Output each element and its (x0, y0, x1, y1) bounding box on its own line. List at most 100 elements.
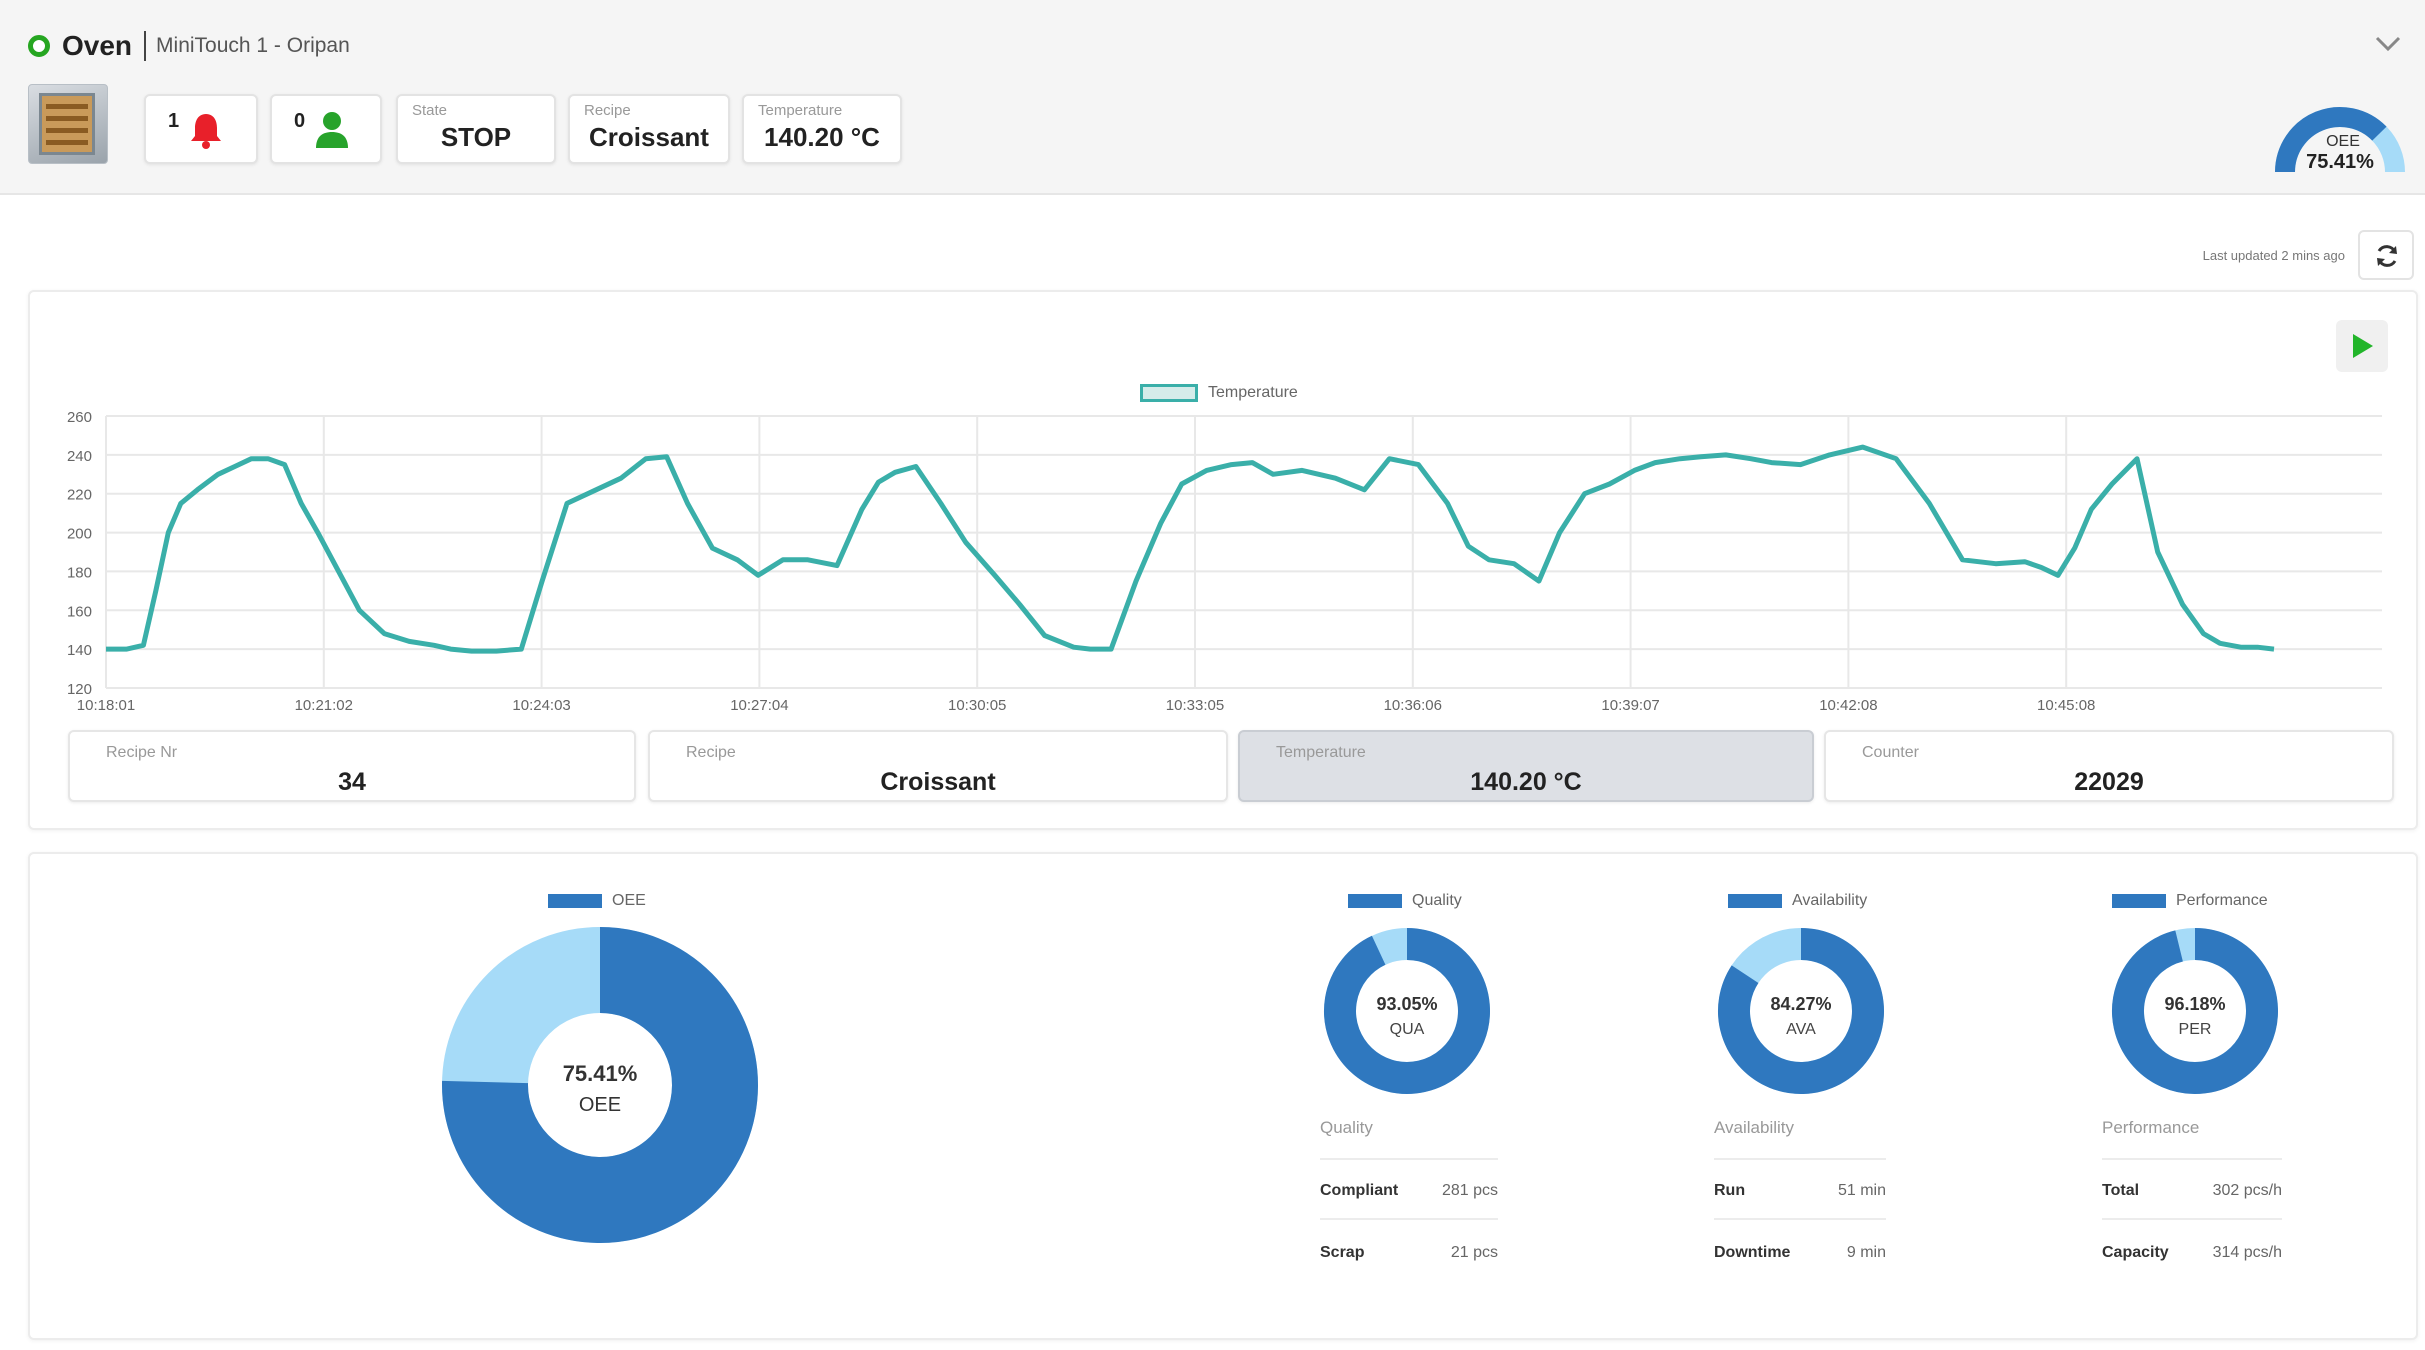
x-tick-label: 10:39:07 (1601, 697, 1659, 714)
chevron-down-icon[interactable] (2373, 28, 2403, 58)
availability-donut-value: 84.27% (1770, 994, 1831, 1014)
oee-donut-value: 75.41% (563, 1061, 638, 1086)
oee-gauge-label: OEE (2326, 133, 2360, 150)
quality-compliant-value: 281 pcs (1441, 1182, 1498, 1199)
y-tick-label: 160 (67, 603, 92, 620)
performance-total-value: 302 pcs/h (2212, 1182, 2282, 1199)
recipe-card: Recipe Croissant (568, 94, 730, 164)
oee-gauge-value: 75.41% (2306, 151, 2374, 173)
availability-downtime-label: Downtime (1714, 1244, 1791, 1261)
y-tick-label: 220 (67, 487, 92, 504)
legend-swatch (1140, 384, 1198, 402)
counter-info-label: Counter (1862, 744, 1919, 761)
recipe-nr-value: 34 (338, 768, 366, 796)
play-button[interactable] (2336, 320, 2388, 372)
availability-divider-1 (1714, 1158, 1886, 1160)
state-card: State STOP (396, 94, 556, 164)
quality-caption: Quality (1320, 1118, 1373, 1137)
counter-info-card: Counter 22029 (1824, 730, 2394, 802)
performance-legend-swatch (2112, 894, 2166, 908)
alarms-button[interactable]: 1 (144, 94, 258, 164)
availability-donut-label: AVA (1786, 1021, 1816, 1038)
recipe-nr-card: Recipe Nr 34 (68, 730, 636, 802)
x-axis-ticks: 10:18:01 10:21:02 10:24:03 10:27:04 10:30:05… (77, 697, 2096, 714)
chart-legend[interactable]: Temperature (1140, 384, 1298, 402)
quality-donut-label: QUA (1390, 1021, 1425, 1038)
performance-capacity-value: 314 pcs/h (2212, 1244, 2282, 1261)
recipe-label: Recipe (584, 102, 631, 119)
oee-donut-label: OEE (579, 1094, 621, 1116)
temperature-value: 140.20 °C (764, 122, 880, 152)
performance-legend-label: Performance (2176, 892, 2268, 909)
availability-legend-label: Availability (1792, 892, 1868, 909)
machine-subtitle: MiniTouch 1 - Oripan (156, 34, 350, 57)
quality-legend[interactable]: Quality (1348, 892, 1462, 910)
quality-legend-swatch (1348, 894, 1402, 908)
x-tick-label: 10:30:05 (948, 697, 1006, 714)
y-tick-label: 180 (67, 564, 92, 581)
availability-donut-chart: 84.27% AVA (1718, 928, 1884, 1094)
machine-name: Oven (62, 30, 133, 61)
counter-info-value: 22029 (2074, 768, 2144, 796)
oee-donut-chart: 75.41% OEE (442, 927, 758, 1243)
temperature-series-line (106, 444, 2275, 654)
availability-downtime-value: 9 min (1846, 1244, 1886, 1261)
availability-run-value: 51 min (1837, 1182, 1886, 1199)
x-tick-label: 10:33:05 (1166, 697, 1224, 714)
x-tick-label: 10:24:03 (512, 697, 570, 714)
user-icon (316, 112, 348, 148)
x-tick-label: 10:21:02 (295, 697, 353, 714)
availability-caption: Availability (1714, 1118, 1795, 1137)
recipe-info-card: Recipe Croissant (648, 730, 1228, 802)
state-label: State (412, 102, 448, 119)
operators-count: 0 (294, 110, 306, 132)
y-axis-ticks: 120 140 160 180 200 220 240 260 (67, 409, 92, 698)
oven-image (28, 84, 108, 164)
state-value: STOP (440, 122, 512, 152)
quality-donut-value: 93.05% (1376, 994, 1437, 1014)
temperature-info-value: 140.20 °C (1470, 768, 1582, 796)
availability-run-label: Run (1714, 1182, 1746, 1199)
performance-donut-chart: 96.18% PER (2112, 928, 2278, 1094)
x-tick-label: 10:27:04 (730, 697, 788, 714)
quality-scrap-label: Scrap (1320, 1244, 1365, 1261)
alarms-count: 1 (168, 110, 180, 132)
performance-divider-1 (2102, 1158, 2282, 1160)
availability-legend[interactable]: Availability (1728, 892, 1867, 910)
availability-divider-2 (1714, 1218, 1886, 1220)
quality-value-slice (1324, 928, 1490, 1094)
operators-button[interactable]: 0 (270, 94, 382, 164)
x-tick-label: 10:42:08 (1819, 697, 1877, 714)
y-tick-label: 140 (67, 642, 92, 659)
temperature-label: Temperature (758, 102, 843, 119)
temperature-line-chart: 120 140 160 180 200 220 240 260 10:18:01 10:21:0… (67, 409, 2382, 714)
last-updated-text: Last updated 2 mins ago (2202, 248, 2345, 263)
play-icon (2353, 334, 2373, 358)
refresh-icon (2377, 245, 2397, 267)
recipe-nr-label: Recipe Nr (106, 744, 178, 761)
x-tick-label: 10:45:08 (2037, 697, 2095, 714)
y-tick-label: 200 (67, 526, 92, 543)
quality-divider-1 (1320, 1158, 1498, 1160)
oee-legend[interactable]: OEE (548, 892, 646, 910)
temperature-info-label: Temperature (1276, 744, 1366, 761)
machine-title-row: Oven MiniTouch 1 - Oripan (28, 26, 350, 66)
performance-value-slice (2112, 928, 2278, 1094)
performance-total-label: Total (2102, 1182, 2140, 1199)
machine-header: Oven MiniTouch 1 - Oripan 1 0 State STOP… (0, 0, 2425, 195)
performance-donut-label: PER (2179, 1021, 2212, 1038)
performance-legend[interactable]: Performance (2112, 892, 2268, 910)
oee-legend-swatch (548, 894, 602, 908)
temperature-card: Temperature 140.20 °C (742, 94, 902, 164)
x-tick-label: 10:36:06 (1384, 697, 1442, 714)
temperature-info-card[interactable]: Temperature 140.20 °C (1238, 730, 1814, 802)
oee-kpi-panel (28, 852, 2418, 1340)
oee-gauge: OEE 75.41% (2275, 107, 2405, 173)
availability-legend-swatch (1728, 894, 1782, 908)
refresh-button[interactable] (2358, 230, 2414, 280)
availability-value-slice (1718, 928, 1884, 1094)
quality-compliant-label: Compliant (1320, 1182, 1399, 1199)
quality-legend-label: Quality (1412, 892, 1462, 909)
performance-caption: Performance (2102, 1118, 2200, 1137)
x-tick-label: 10:18:01 (77, 697, 135, 714)
